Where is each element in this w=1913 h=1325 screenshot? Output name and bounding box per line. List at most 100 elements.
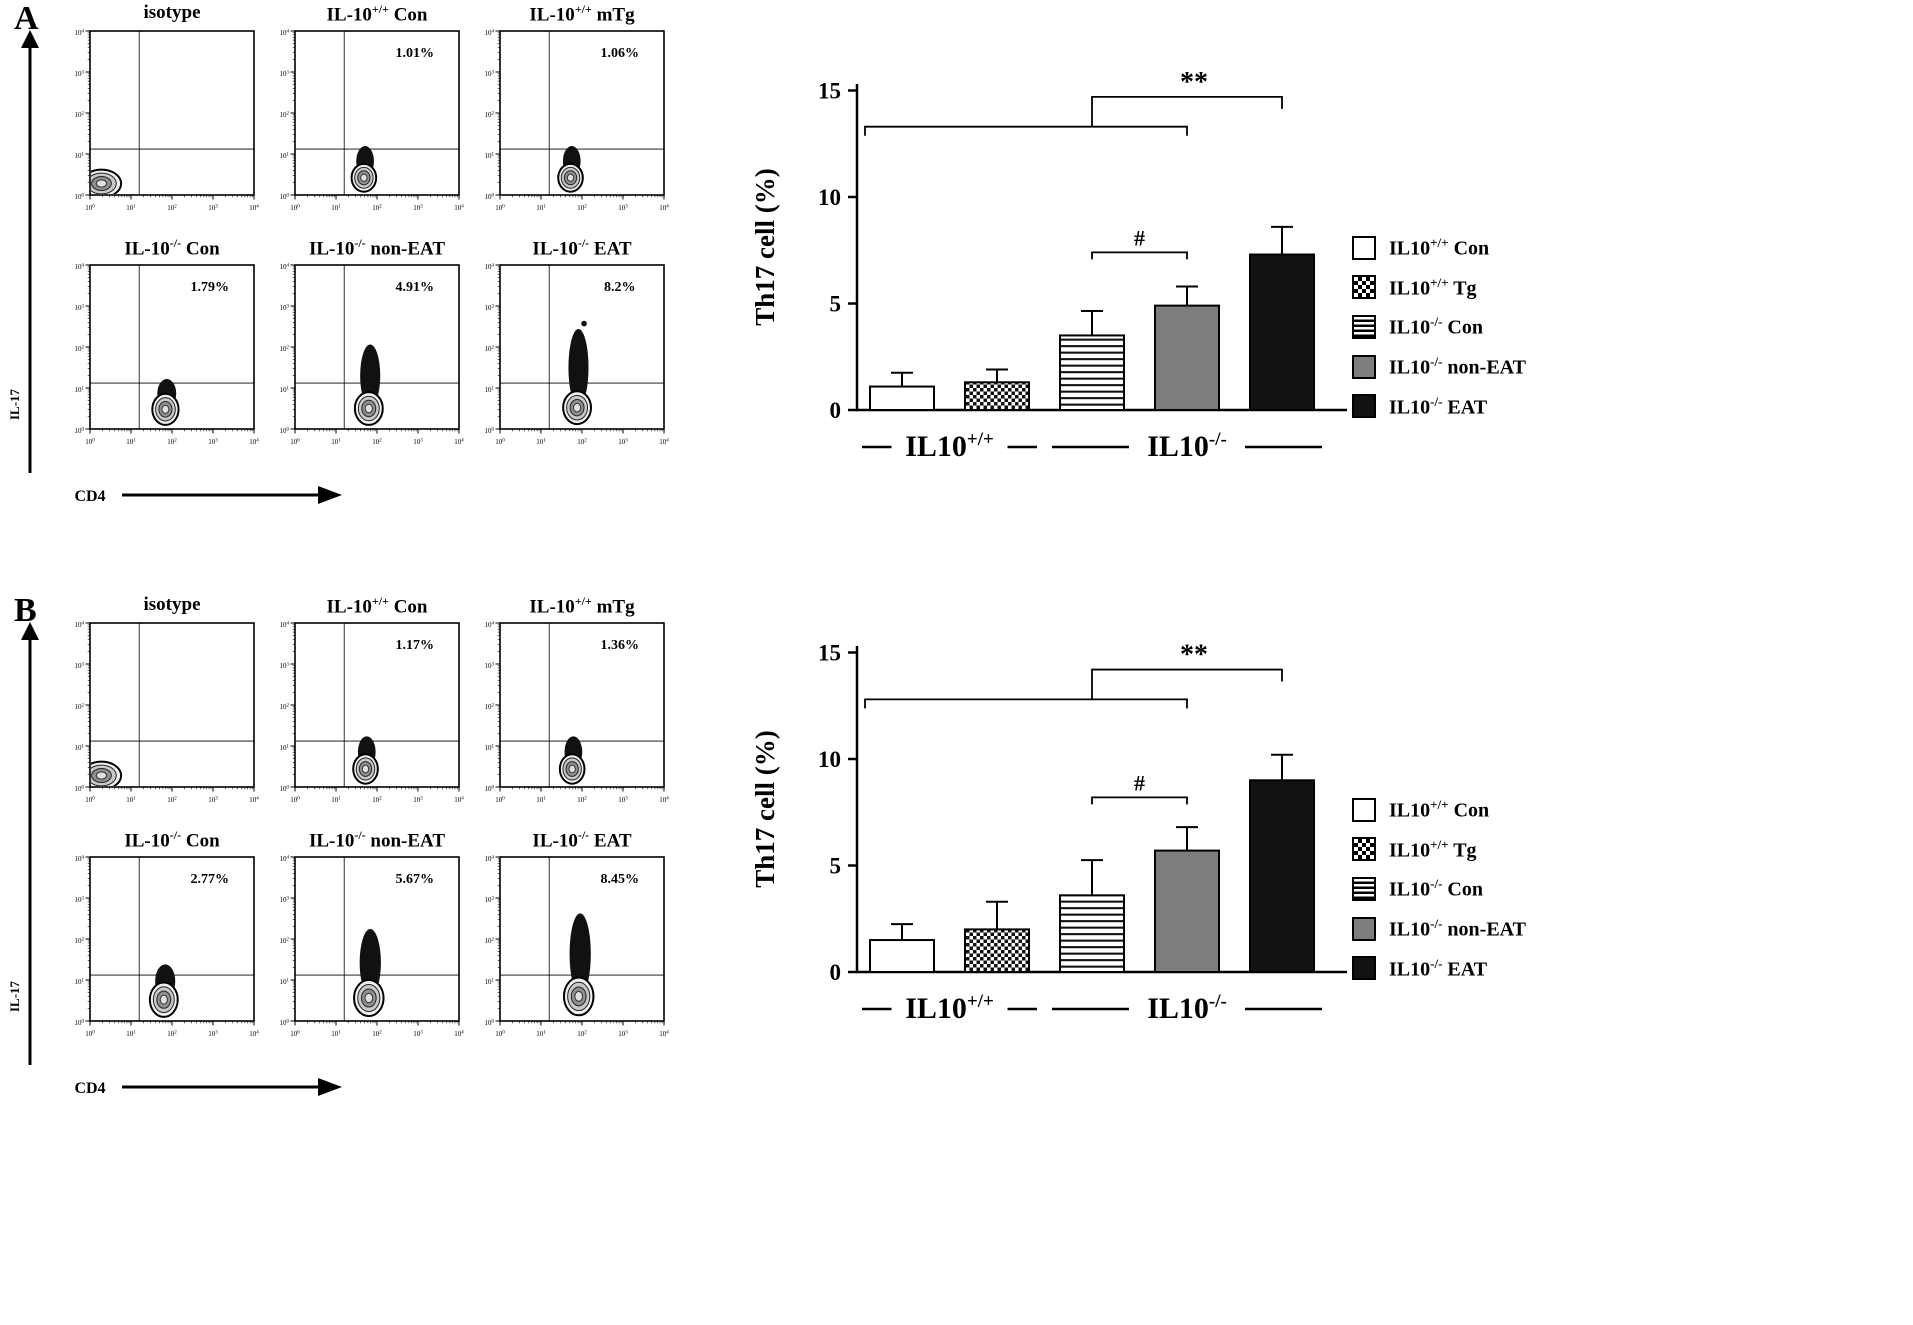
sig-label: # xyxy=(1134,225,1145,250)
legend-item: IL10-/- Con xyxy=(1352,314,1526,340)
log-tick-label: 101 xyxy=(536,438,546,446)
y-arrowhead-icon xyxy=(21,622,39,640)
log-tick-label: 103 xyxy=(280,896,290,904)
log-tick-label: 102 xyxy=(75,111,85,119)
log-tick-label: 104 xyxy=(249,796,259,804)
flow-plot: isotype 100 100 101 101 102 102 103 103 104 104 xyxy=(56,594,261,826)
log-tick-label: 101 xyxy=(75,152,85,160)
log-tick-label: 102 xyxy=(577,438,587,446)
log-tick-label: 102 xyxy=(485,937,495,945)
log-tick-label: 104 xyxy=(485,29,495,37)
log-tick-label: 102 xyxy=(577,204,587,212)
y-tick-label: 15 xyxy=(818,641,841,666)
log-tick-label: 100 xyxy=(85,796,95,804)
log-tick-label: 103 xyxy=(413,438,423,446)
log-tick-label: 100 xyxy=(495,796,505,804)
log-tick-label: 101 xyxy=(126,1030,136,1038)
group-label: IL10-/- xyxy=(1147,429,1227,463)
sig-bracket-high xyxy=(1091,668,1283,700)
legend-item: IL10-/- EAT xyxy=(1352,956,1526,982)
log-tick-label: 103 xyxy=(280,662,290,670)
log-tick-label: 102 xyxy=(485,111,495,119)
log-tick-label: 103 xyxy=(208,204,218,212)
bar xyxy=(869,385,935,412)
log-tick-label: 102 xyxy=(75,937,85,945)
log-tick-label: 101 xyxy=(75,978,85,986)
flow-plot: IL-10+/+ Con 100 100 101 101 102 102 103 103 104 1… xyxy=(261,2,466,234)
contour-blob xyxy=(151,379,180,426)
log-tick-label: 104 xyxy=(280,621,290,629)
cd4-axis-arrow: CD4 xyxy=(74,1078,342,1097)
legend-item: IL10-/- non-EAT xyxy=(1352,916,1526,942)
log-tick-label: 102 xyxy=(372,1030,382,1038)
bar xyxy=(869,939,935,973)
flow-grid-a: isotype 100 100 101 101 102 102 103 103 104 104 IL-… xyxy=(46,0,706,480)
y-arrowhead-icon xyxy=(21,30,39,48)
legend-swatch-gray xyxy=(1352,354,1376,379)
flow-plot-title: IL-10+/+ mTg xyxy=(529,2,635,26)
sig-bracket xyxy=(1091,796,1188,805)
log-tick-label: 103 xyxy=(208,1030,218,1038)
log-tick-label: 104 xyxy=(659,796,669,804)
legend-label: IL10-/- Con xyxy=(1389,314,1483,339)
legend-label: IL10+/+ Con xyxy=(1389,235,1490,260)
percent-label: 8.2% xyxy=(604,280,636,295)
flow-plot-title: IL-10-/- non-EAT xyxy=(308,236,446,260)
log-tick-label: 104 xyxy=(75,263,85,271)
log-tick-label: 103 xyxy=(75,662,85,670)
contour-blob xyxy=(558,736,586,785)
legend-swatch-gray xyxy=(1352,916,1376,941)
sig-bracket xyxy=(1091,251,1188,260)
log-tick-label: 101 xyxy=(126,796,136,804)
legend-label: IL10+/+ Con xyxy=(1389,797,1490,822)
percent-label: 1.06% xyxy=(600,46,639,61)
percent-label: 1.01% xyxy=(395,46,434,61)
log-tick-label: 100 xyxy=(290,796,300,804)
blob-tail xyxy=(568,328,589,407)
bar xyxy=(1249,253,1315,411)
bar-chart-b: 0 5 10 15 Th17 cell (%) # ** IL10+/+ IL10-/- xyxy=(750,640,1347,1025)
log-tick-label: 102 xyxy=(280,703,290,711)
log-tick-label: 101 xyxy=(485,978,495,986)
log-tick-label: 103 xyxy=(208,796,218,804)
log-tick-label: 104 xyxy=(454,796,464,804)
log-tick-label: 100 xyxy=(75,193,85,201)
contour-blob xyxy=(353,344,384,426)
contour-blob xyxy=(91,168,123,194)
legend-swatch-hlines xyxy=(1352,315,1376,340)
y-axis-label: IL-17 xyxy=(7,980,22,1012)
y-tick-label: 5 xyxy=(830,854,842,879)
log-tick-label: 101 xyxy=(126,438,136,446)
log-tick-label: 101 xyxy=(485,386,495,394)
log-tick-label: 104 xyxy=(280,263,290,271)
group-label: IL10+/+ xyxy=(905,429,994,463)
percent-label: 1.17% xyxy=(395,638,434,653)
log-tick-label: 103 xyxy=(618,438,628,446)
log-tick-label: 100 xyxy=(85,1030,95,1038)
contour-blob xyxy=(350,146,378,193)
log-tick-label: 101 xyxy=(126,204,136,212)
log-tick-label: 104 xyxy=(485,855,495,863)
legend-item: IL10-/- Con xyxy=(1352,876,1526,902)
log-tick-label: 100 xyxy=(85,204,95,212)
log-tick-label: 103 xyxy=(485,70,495,78)
log-tick-label: 102 xyxy=(372,796,382,804)
log-tick-label: 100 xyxy=(485,193,495,201)
plot-frame xyxy=(294,30,460,196)
log-tick-label: 104 xyxy=(659,438,669,446)
log-tick-label: 102 xyxy=(167,204,177,212)
log-tick-label: 100 xyxy=(280,193,290,201)
log-tick-label: 100 xyxy=(75,427,85,435)
log-tick-label: 104 xyxy=(659,204,669,212)
log-tick-label: 101 xyxy=(331,1030,341,1038)
log-tick-label: 100 xyxy=(290,438,300,446)
flow-plot: IL-10-/- non-EAT 100 100 101 101 102 102 103 103… xyxy=(261,828,466,1060)
log-tick-label: 100 xyxy=(280,427,290,435)
log-tick-label: 103 xyxy=(280,70,290,78)
log-tick-label: 103 xyxy=(75,70,85,78)
